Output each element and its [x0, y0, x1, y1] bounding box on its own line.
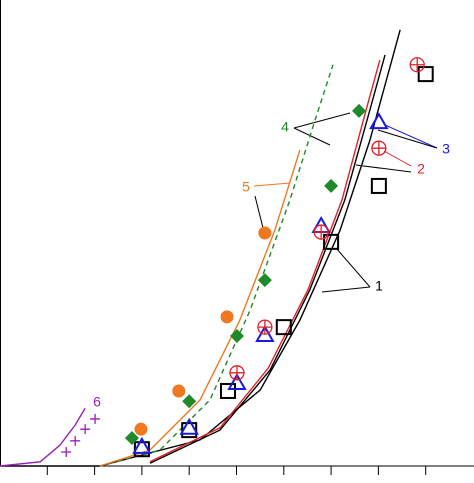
leader-line — [321, 286, 371, 293]
leader-lines — [253, 112, 438, 293]
triangle-marker — [179, 417, 199, 435]
square-marker — [323, 233, 340, 250]
triangle-marker — [255, 325, 275, 343]
diamond-marker — [257, 273, 272, 288]
circle-plus-marker — [257, 319, 273, 335]
triangle-marker — [369, 112, 389, 130]
curve — [149, 54, 386, 464]
series — [133, 66, 434, 458]
series — [134, 226, 272, 436]
series — [149, 54, 386, 464]
series — [0, 407, 86, 467]
plus-marker — [90, 413, 101, 424]
square-marker — [370, 177, 387, 194]
curve-label: 4 — [281, 119, 289, 135]
circle-plus-marker — [371, 140, 387, 156]
leader-line — [254, 195, 264, 229]
leader-line — [253, 182, 291, 187]
circle-marker — [134, 422, 148, 436]
diamond-marker — [352, 103, 367, 118]
triangle-marker — [227, 373, 247, 391]
leader-line — [384, 124, 438, 149]
square-marker — [219, 382, 236, 399]
curve — [0, 407, 86, 467]
circle-plus-marker — [313, 224, 329, 240]
circle-marker — [258, 226, 272, 240]
diamond-marker — [324, 178, 339, 193]
curve-label: 3 — [442, 141, 450, 157]
square-marker — [275, 319, 292, 336]
leader-line — [383, 150, 412, 167]
curve-label: 6 — [93, 394, 101, 410]
series — [149, 59, 381, 463]
curve-label: 5 — [242, 179, 250, 195]
leader-line — [293, 127, 331, 146]
plus-marker — [70, 435, 81, 446]
circle-plus-marker — [229, 365, 245, 381]
diamond-marker — [124, 431, 139, 446]
circle-marker — [220, 310, 234, 324]
series — [124, 103, 367, 446]
leader-line — [377, 129, 438, 149]
series — [229, 57, 425, 381]
series — [61, 413, 101, 458]
leader-line — [335, 247, 371, 288]
triangle-marker — [132, 436, 152, 454]
series — [132, 112, 389, 454]
series — [0, 29, 401, 467]
square-marker — [417, 66, 434, 83]
circle-plus-marker — [409, 57, 425, 73]
curve — [99, 64, 334, 467]
leader-line — [355, 164, 412, 173]
plus-marker — [80, 424, 91, 435]
curve — [0, 29, 401, 467]
series — [99, 149, 301, 467]
curve — [99, 149, 301, 467]
leader-line — [293, 112, 351, 129]
curve-label: 2 — [417, 161, 425, 177]
curve — [149, 59, 381, 463]
diamond-marker — [229, 328, 244, 343]
series — [99, 64, 334, 467]
circle-marker — [172, 384, 186, 398]
diamond-marker — [182, 394, 197, 409]
plus-marker — [61, 447, 72, 458]
curve-label: 1 — [375, 278, 383, 294]
